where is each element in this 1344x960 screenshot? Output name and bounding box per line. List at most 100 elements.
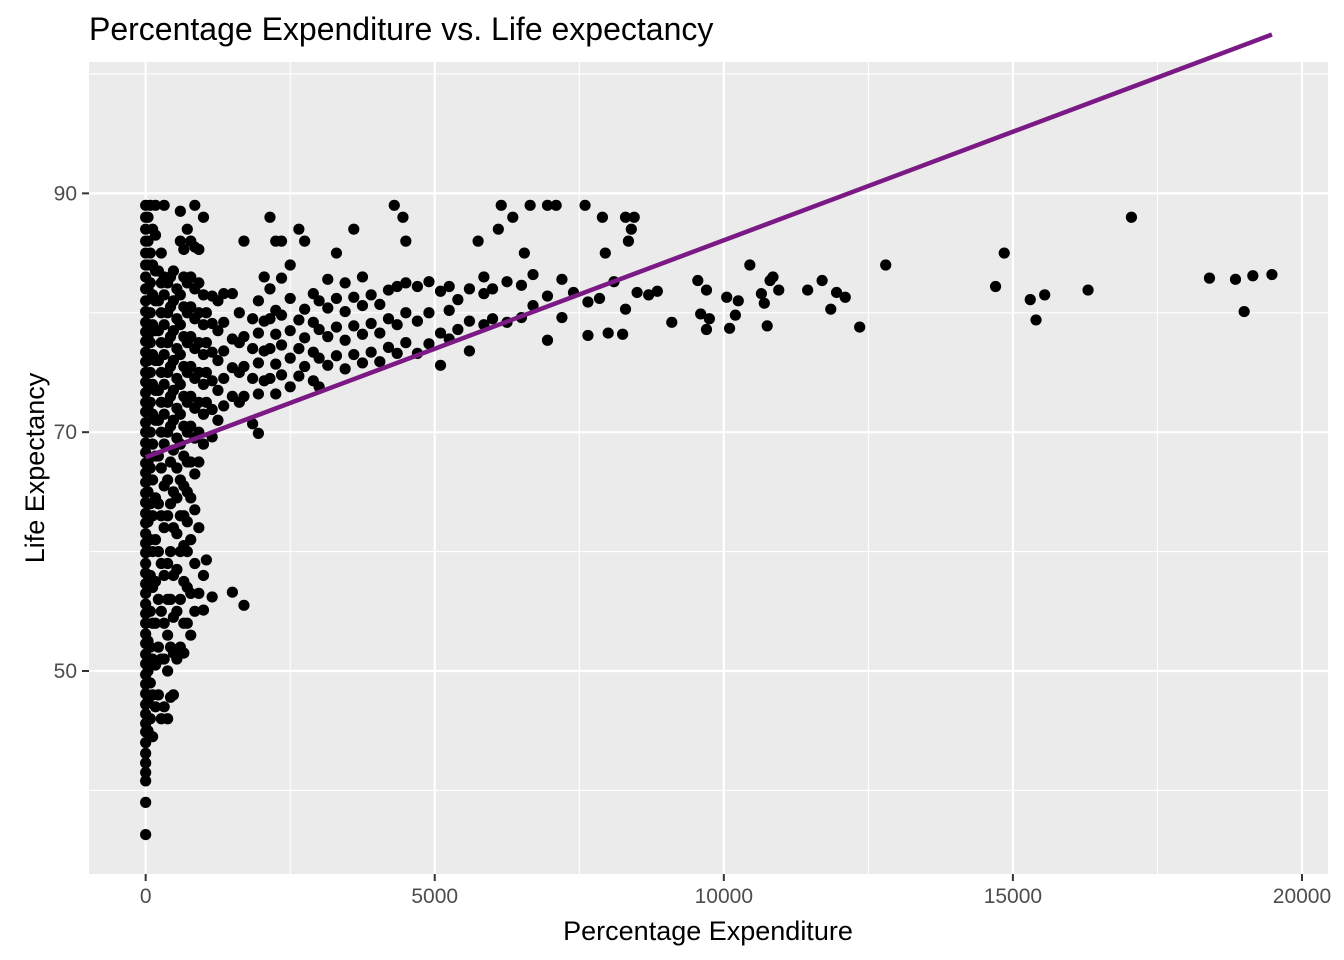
data-point — [162, 474, 174, 486]
data-point — [322, 273, 334, 285]
data-point — [721, 291, 733, 303]
data-point — [744, 259, 756, 271]
data-point — [158, 617, 170, 629]
data-point — [200, 554, 212, 566]
x-tick-label: 5000 — [411, 885, 458, 908]
data-point — [293, 370, 305, 382]
data-point — [181, 545, 193, 558]
data-point — [238, 360, 250, 373]
data-point — [193, 243, 205, 256]
y-tick-label: 70 — [54, 421, 77, 444]
data-point — [252, 295, 265, 307]
data-point — [700, 323, 713, 336]
data-point — [391, 319, 403, 331]
data-point — [313, 323, 325, 336]
data-point — [724, 322, 736, 334]
data-point — [264, 342, 276, 355]
data-point — [382, 313, 395, 325]
data-point — [270, 328, 282, 340]
minor-gridlines — [89, 62, 1328, 874]
data-point — [284, 292, 296, 305]
data-point — [158, 522, 170, 534]
data-point — [628, 211, 640, 223]
data-point — [140, 796, 152, 808]
data-point — [284, 325, 296, 337]
data-point — [197, 408, 210, 420]
data-point — [619, 303, 632, 315]
data-point — [374, 298, 386, 311]
data-point — [880, 259, 892, 271]
data-point — [732, 295, 744, 307]
data-point — [839, 291, 851, 303]
data-point — [167, 689, 180, 701]
data-point — [365, 289, 377, 301]
data-point — [158, 199, 170, 211]
data-point — [264, 313, 276, 325]
data-point — [171, 563, 183, 576]
data-point — [602, 327, 614, 339]
data-point — [181, 223, 193, 235]
data-point — [322, 302, 334, 314]
data-point — [400, 277, 412, 289]
data-point — [423, 276, 435, 288]
data-point — [144, 641, 156, 653]
data-point — [206, 591, 218, 603]
data-point — [197, 289, 210, 301]
data-point — [152, 641, 164, 653]
data-point — [365, 317, 377, 330]
data-point — [989, 280, 1002, 293]
data-point — [411, 280, 423, 293]
data-point — [218, 316, 230, 328]
data-point — [501, 276, 513, 288]
data-point — [275, 369, 288, 381]
data-point — [330, 321, 343, 333]
data-point — [212, 414, 224, 426]
data-point — [579, 199, 591, 211]
data-point — [171, 462, 183, 474]
data-point — [185, 331, 197, 343]
data-point — [185, 534, 197, 546]
data-point — [666, 316, 678, 328]
data-point — [1247, 270, 1259, 282]
data-point — [348, 348, 360, 361]
data-point — [226, 586, 238, 598]
data-point — [264, 283, 276, 295]
data-point — [171, 528, 183, 540]
data-point — [149, 229, 162, 241]
data-point — [140, 747, 152, 759]
data-point — [247, 313, 259, 325]
data-point — [434, 327, 447, 339]
data-point — [729, 309, 741, 321]
data-point — [174, 593, 186, 605]
data-point — [238, 390, 250, 402]
data-point — [142, 665, 154, 677]
data-point — [258, 271, 270, 283]
data-point — [356, 328, 369, 340]
data-point — [463, 283, 476, 295]
data-point — [507, 211, 519, 223]
data-point — [293, 223, 305, 235]
data-point — [155, 605, 167, 617]
data-point — [556, 273, 568, 285]
data-point — [596, 211, 609, 223]
data-point — [830, 286, 843, 299]
data-point — [767, 271, 779, 283]
data-point — [144, 337, 156, 349]
data-point — [1229, 273, 1242, 285]
data-point — [146, 510, 159, 522]
data-point — [622, 235, 635, 247]
data-point — [264, 211, 276, 223]
data-point — [233, 307, 245, 319]
data-point — [400, 337, 412, 349]
data-point — [212, 354, 224, 367]
data-point — [185, 456, 197, 468]
x-axis-title: Percentage Expenditure — [563, 916, 853, 946]
data-point — [185, 271, 197, 283]
data-point — [162, 629, 174, 641]
data-point — [452, 323, 464, 336]
data-point — [998, 247, 1010, 259]
data-point — [174, 289, 186, 301]
data-point — [149, 575, 162, 588]
data-point — [472, 235, 484, 247]
